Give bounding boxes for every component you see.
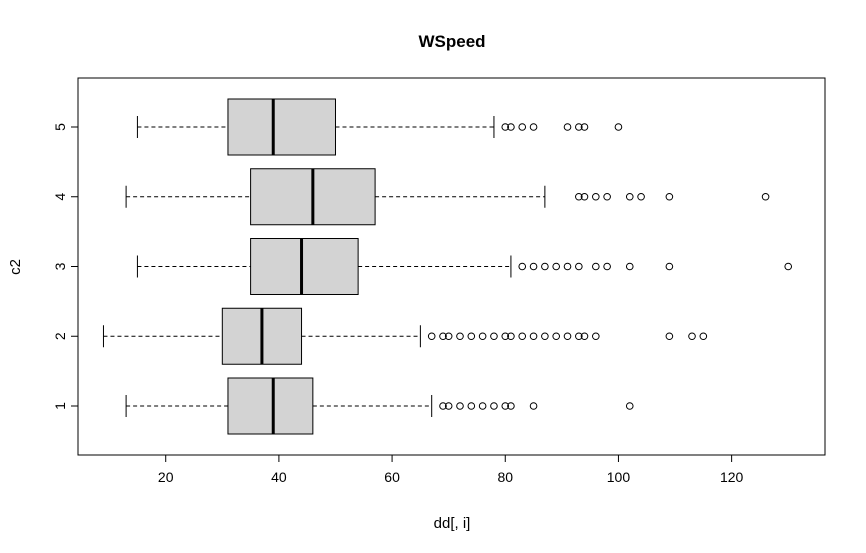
outlier-point (665, 192, 674, 201)
outlier-point (580, 123, 589, 131)
y-tick-label: 3 (52, 262, 68, 270)
outlier-point (427, 332, 436, 341)
outlier-point (507, 402, 515, 410)
outlier-point (688, 332, 696, 341)
outlier-point (507, 332, 515, 341)
outlier-point (501, 402, 510, 410)
iqr-box-5 (227, 98, 336, 156)
outlier-point (552, 332, 560, 341)
outlier-point (761, 192, 770, 201)
chart-title: WSpeed (418, 32, 485, 51)
x-tick-label: 120 (720, 469, 744, 485)
outlier-point (541, 332, 549, 341)
outlier-point (580, 332, 589, 341)
outlier-point (575, 123, 583, 131)
x-tick-label: 20 (158, 469, 174, 485)
outlier-point (518, 123, 527, 131)
outlier-point (541, 262, 549, 271)
outlier-point (529, 332, 538, 341)
outlier-point (603, 192, 611, 201)
box-group-2 (102, 307, 708, 365)
outlier-point (592, 262, 600, 271)
outlier-point (490, 402, 498, 410)
outlier-point (563, 332, 572, 341)
y-tick-label: 5 (52, 123, 68, 131)
outlier-point (439, 402, 447, 410)
x-tick-label: 60 (384, 469, 400, 485)
outlier-point (625, 402, 634, 410)
outlier-point (784, 262, 793, 271)
outlier-point (614, 123, 623, 131)
y-axis: 1 2 3 4 5 (52, 123, 79, 410)
outlier-point (552, 262, 560, 271)
outlier-point (456, 332, 464, 341)
outlier-point (518, 332, 527, 341)
outlier-point (575, 192, 583, 201)
iqr-box-3 (250, 238, 359, 295)
y-tick-label: 2 (52, 332, 68, 340)
outlier-point (529, 262, 538, 271)
outlier-point (467, 332, 476, 341)
x-tick-label: 100 (607, 469, 631, 485)
box-group-1 (125, 377, 634, 435)
outlier-point (665, 332, 674, 341)
outlier-point (529, 402, 538, 410)
x-axis-label: dd[, i] (434, 515, 471, 532)
outlier-point (529, 123, 538, 131)
y-tick-label: 4 (52, 193, 68, 201)
outlier-point (665, 262, 674, 271)
outlier-point (563, 262, 572, 271)
outlier-point (637, 192, 645, 201)
outlier-point (699, 332, 708, 341)
outlier-point (575, 332, 583, 341)
outlier-point (456, 402, 464, 410)
y-axis-label: c2 (7, 259, 24, 275)
x-axis: 20 40 60 80 100 120 (158, 454, 744, 485)
outlier-point (444, 402, 453, 410)
outlier-point (490, 332, 498, 341)
y-tick-label: 1 (52, 402, 68, 410)
x-tick-label: 40 (271, 469, 287, 485)
outlier-point (575, 262, 583, 271)
outlier-point (580, 192, 589, 201)
outlier-point (592, 332, 600, 341)
plot-area (102, 98, 793, 435)
outlier-point (592, 192, 600, 201)
box-group-4 (125, 168, 770, 226)
outlier-point (625, 262, 634, 271)
outlier-point (444, 332, 453, 341)
box-group-3 (136, 238, 793, 295)
outlier-point (501, 123, 510, 131)
outlier-point (603, 262, 611, 271)
outlier-point (478, 332, 487, 341)
x-tick-label: 80 (497, 469, 513, 485)
outlier-point (507, 123, 515, 131)
iqr-box-1 (227, 377, 314, 435)
outlier-point (439, 332, 447, 341)
outlier-point (563, 123, 572, 131)
outlier-point (478, 402, 487, 410)
outlier-point (625, 192, 634, 201)
box-group-5 (136, 98, 623, 156)
outlier-point (518, 262, 527, 271)
outlier-point (467, 402, 476, 410)
outlier-point (501, 332, 510, 341)
